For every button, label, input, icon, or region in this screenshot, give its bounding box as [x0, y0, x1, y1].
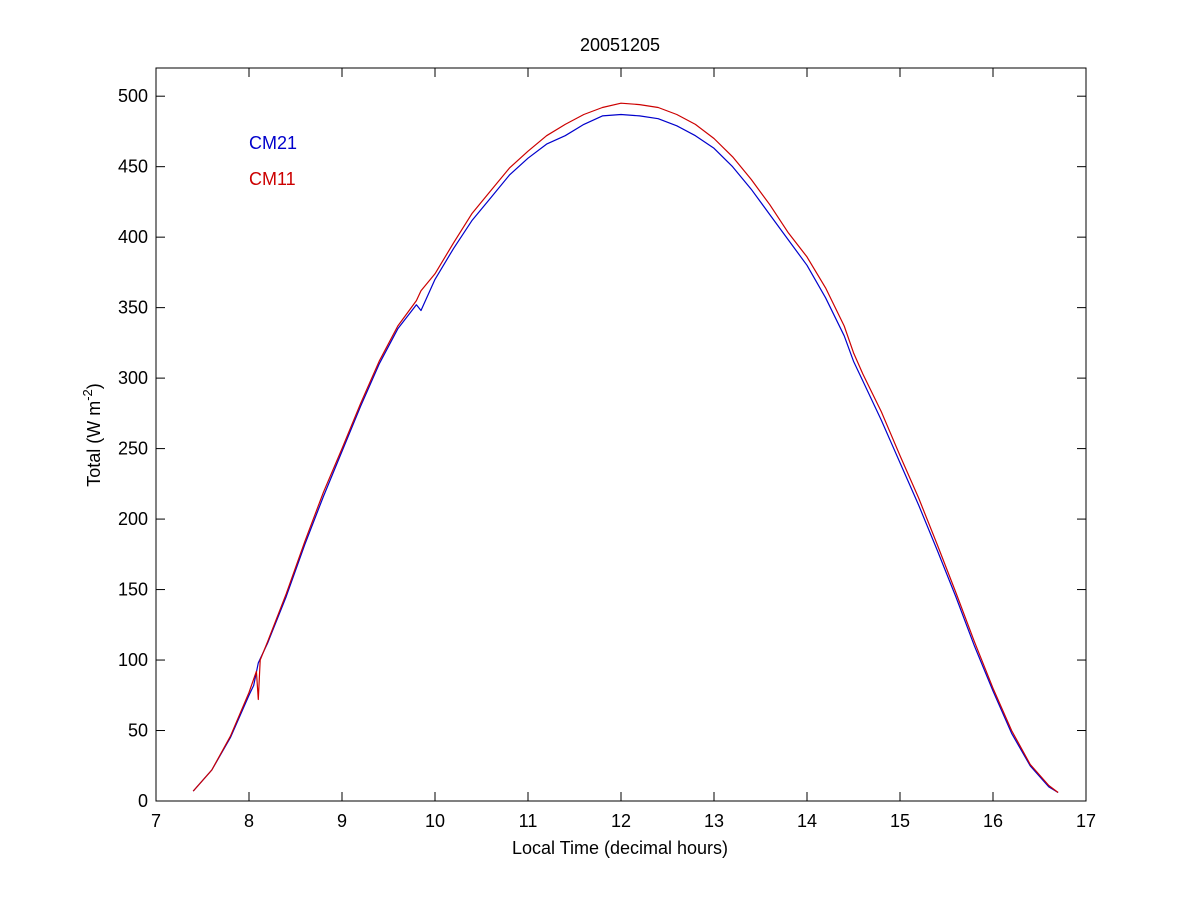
x-tick-label: 8: [244, 811, 254, 831]
series-line-cm11: [192, 102, 1059, 793]
plot-area: [192, 102, 1059, 794]
x-tick-label: 14: [797, 811, 817, 831]
x-tick-label: 7: [151, 811, 161, 831]
y-tick-label: 400: [118, 227, 148, 247]
y-axis-label-close: ): [84, 383, 104, 389]
x-tick-label: 9: [337, 811, 347, 831]
legend: CM21 CM11: [249, 133, 297, 189]
x-tick-label: 17: [1076, 811, 1096, 831]
y-axis-label-main: Total (W m: [84, 401, 104, 487]
x-tick-label: 15: [890, 811, 910, 831]
axis-ticks: 7 8 9 10 11 12 13 14 15 16 17 0 50 100 150 200 250 300 350…: [118, 68, 1096, 831]
x-tick-label: 16: [983, 811, 1003, 831]
x-axis-label: Local Time (decimal hours): [512, 838, 728, 858]
y-axis-label-superscript: -2: [80, 389, 95, 401]
y-tick-label: 350: [118, 298, 148, 318]
x-tick-label: 11: [519, 811, 538, 831]
x-tick-label: 10: [425, 811, 445, 831]
legend-entry-cm21: CM21: [249, 133, 297, 153]
y-tick-label: 250: [118, 439, 148, 459]
y-tick-label: 0: [138, 791, 148, 811]
y-tick-label: 150: [118, 580, 148, 600]
y-tick-label: 450: [118, 157, 148, 177]
y-axis-label: Total (W m-2): [80, 383, 104, 487]
y-tick-label: 200: [118, 509, 148, 529]
x-tick-label: 12: [611, 811, 631, 831]
y-tick-label: 500: [118, 86, 148, 106]
y-tick-label: 50: [128, 721, 148, 741]
y-tick-label: 100: [118, 650, 148, 670]
chart-title: 20051205: [580, 35, 660, 55]
series-line-cm21: [192, 113, 1059, 794]
y-tick-label: 300: [118, 368, 148, 388]
x-tick-label: 13: [704, 811, 724, 831]
legend-entry-cm11: CM11: [249, 169, 296, 189]
